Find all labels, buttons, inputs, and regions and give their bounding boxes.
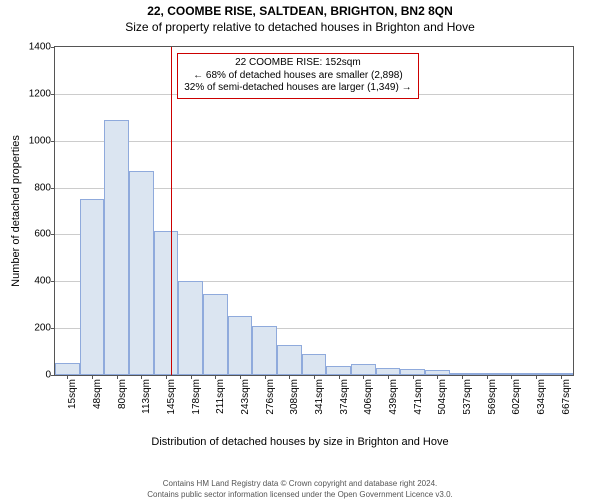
- histogram-bar: [376, 368, 401, 375]
- x-tick-label: 341sqm: [314, 379, 325, 415]
- y-tick-mark: [51, 188, 55, 189]
- histogram-bar: [80, 199, 105, 375]
- histogram-bar: [154, 231, 179, 375]
- x-tick-label: 471sqm: [413, 379, 424, 415]
- x-tick-label: 48sqm: [92, 379, 103, 409]
- x-tick-label: 243sqm: [240, 379, 251, 415]
- x-tick-label: 178sqm: [191, 379, 202, 415]
- x-tick-label: 667sqm: [561, 379, 572, 415]
- histogram-bar: [129, 171, 154, 375]
- y-tick-label: 200: [34, 323, 51, 334]
- x-axis-label: Distribution of detached houses by size …: [0, 436, 600, 448]
- y-tick-mark: [51, 94, 55, 95]
- histogram-bar: [178, 281, 203, 375]
- x-tick-label: 406sqm: [363, 379, 374, 415]
- x-tick-label: 15sqm: [67, 379, 78, 409]
- x-tick-label: 439sqm: [388, 379, 399, 415]
- footer-line-2: Contains public sector information licen…: [0, 490, 600, 500]
- annotation-line: 22 COOMBE RISE: 152sqm: [184, 57, 411, 70]
- x-tick-label: 374sqm: [339, 379, 350, 415]
- y-tick-label: 1200: [29, 88, 51, 99]
- y-axis-label: Number of detached properties: [10, 135, 22, 287]
- x-tick-label: 569sqm: [487, 379, 498, 415]
- annotation-line: 32% of semi-detached houses are larger (…: [184, 82, 411, 95]
- y-tick-label: 1400: [29, 42, 51, 53]
- x-tick-label: 504sqm: [437, 379, 448, 415]
- y-tick-mark: [51, 141, 55, 142]
- y-tick-mark: [51, 234, 55, 235]
- y-tick-mark: [51, 375, 55, 376]
- histogram-bar: [252, 326, 277, 375]
- y-tick-mark: [51, 328, 55, 329]
- chart-plot-area: 020040060080010001200140015sqm48sqm80sqm…: [54, 46, 574, 376]
- x-tick-label: 634sqm: [536, 379, 547, 415]
- x-tick-label: 211sqm: [215, 379, 226, 414]
- reference-line: [171, 47, 172, 375]
- histogram-bar: [326, 366, 351, 375]
- y-tick-mark: [51, 47, 55, 48]
- annotation-box: 22 COOMBE RISE: 152sqm← 68% of detached …: [177, 53, 418, 99]
- x-tick-label: 80sqm: [117, 379, 128, 409]
- x-tick-label: 145sqm: [166, 379, 177, 415]
- annotation-line: ← 68% of detached houses are smaller (2,…: [184, 70, 411, 83]
- y-tick-label: 0: [45, 370, 51, 381]
- histogram-bar: [104, 120, 129, 375]
- x-tick-label: 308sqm: [289, 379, 300, 415]
- histogram-bar: [277, 345, 302, 375]
- y-tick-label: 400: [34, 276, 51, 287]
- title-address: 22, COOMBE RISE, SALTDEAN, BRIGHTON, BN2…: [0, 4, 600, 18]
- histogram-bar: [351, 364, 376, 375]
- x-tick-label: 276sqm: [265, 379, 276, 415]
- histogram-bar: [228, 316, 253, 375]
- y-tick-label: 800: [34, 182, 51, 193]
- footer-line-1: Contains HM Land Registry data © Crown c…: [0, 479, 600, 489]
- y-tick-label: 1000: [29, 135, 51, 146]
- histogram-bar: [302, 354, 327, 375]
- x-tick-label: 602sqm: [511, 379, 522, 415]
- title-subtitle: Size of property relative to detached ho…: [0, 20, 600, 34]
- histogram-bar: [203, 294, 228, 375]
- x-tick-label: 537sqm: [462, 379, 473, 415]
- x-tick-label: 113sqm: [141, 379, 152, 414]
- histogram-bar: [55, 363, 80, 375]
- grid-line: [55, 141, 573, 142]
- y-tick-label: 600: [34, 229, 51, 240]
- footer-attribution: Contains HM Land Registry data © Crown c…: [0, 479, 600, 500]
- y-tick-mark: [51, 281, 55, 282]
